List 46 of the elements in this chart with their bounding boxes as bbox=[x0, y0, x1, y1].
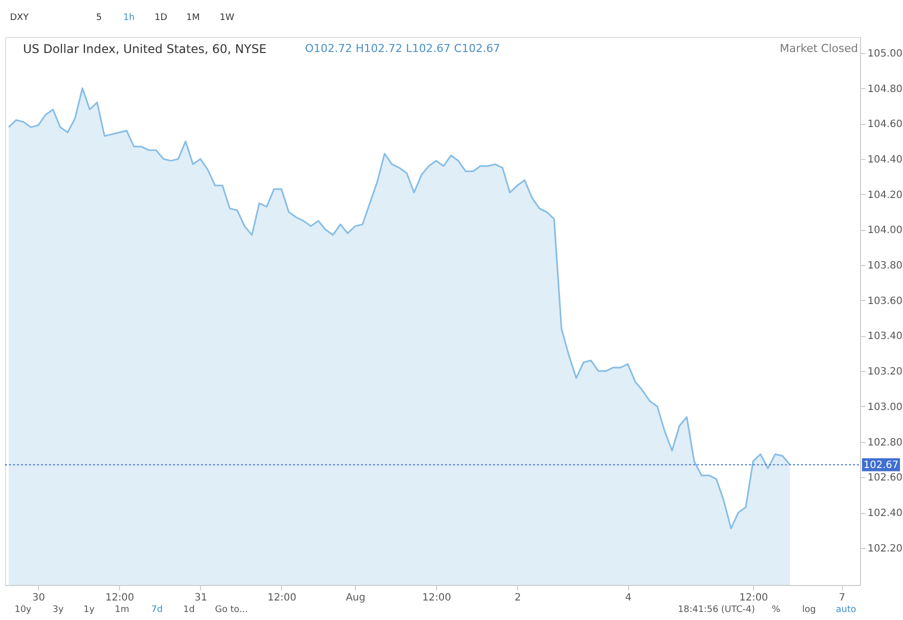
y-tick-label: 103.60 bbox=[868, 296, 902, 307]
y-tick-label: 102.60 bbox=[868, 472, 902, 484]
text: % bbox=[772, 605, 781, 615]
y-tick-label: 104.60 bbox=[868, 119, 902, 130]
y-tick-label: 103.40 bbox=[868, 331, 902, 342]
text: 1d bbox=[183, 605, 195, 615]
y-tick-label: 103.20 bbox=[868, 366, 902, 378]
text: 1M bbox=[186, 13, 200, 23]
text: 10y bbox=[14, 605, 32, 615]
x-tick-label: 31 bbox=[194, 592, 208, 604]
text: 1D bbox=[154, 13, 168, 23]
y-tick-label: 104.20 bbox=[868, 190, 902, 201]
x-tick-label: 2 bbox=[514, 592, 521, 604]
text: 7d bbox=[151, 605, 163, 615]
text: 1W bbox=[220, 13, 234, 23]
x-tick-label: Aug bbox=[346, 592, 366, 604]
text: 1m bbox=[114, 605, 130, 615]
y-tick-label: 104.00 bbox=[868, 225, 902, 236]
annotation: Market Closed bbox=[780, 42, 858, 55]
text: log bbox=[802, 605, 816, 615]
text: 1h bbox=[123, 13, 135, 23]
y-tick-label: 102.80 bbox=[868, 437, 902, 448]
y-tick-label: 103.00 bbox=[868, 402, 902, 413]
x-tick-label: 12:00 bbox=[105, 592, 134, 604]
text: DXY bbox=[10, 13, 30, 23]
text: 1y bbox=[83, 605, 96, 615]
text: auto bbox=[836, 605, 857, 615]
x-tick-label: 12:00 bbox=[422, 592, 452, 604]
x-tick-label: 12:00 bbox=[267, 592, 296, 604]
chart-title: US Dollar Index, United States, 60, NYSE bbox=[23, 42, 267, 56]
ref-line-label: 102.67 bbox=[864, 460, 898, 471]
y-tick-label: 104.80 bbox=[868, 84, 902, 95]
x-tick-label: 12:00 bbox=[739, 592, 768, 604]
text: 5 bbox=[96, 13, 102, 23]
text: 3y bbox=[52, 605, 64, 615]
x-tick-label: 30 bbox=[32, 592, 46, 604]
y-tick-label: 102.20 bbox=[868, 543, 902, 554]
y-tick-label: 102.40 bbox=[868, 508, 902, 520]
annotation: O102.72 H102.72 L102.67 C102.67 bbox=[305, 42, 500, 55]
y-tick-label: 105.00 bbox=[868, 48, 902, 60]
y-tick-label: 104.40 bbox=[868, 154, 902, 166]
y-tick-label: 103.80 bbox=[868, 260, 902, 272]
x-tick-label: 7 bbox=[838, 592, 846, 604]
text: Go to... bbox=[215, 605, 248, 615]
x-tick-label: 4 bbox=[625, 592, 632, 604]
text: 18:41:56 (UTC-4) bbox=[678, 605, 755, 615]
